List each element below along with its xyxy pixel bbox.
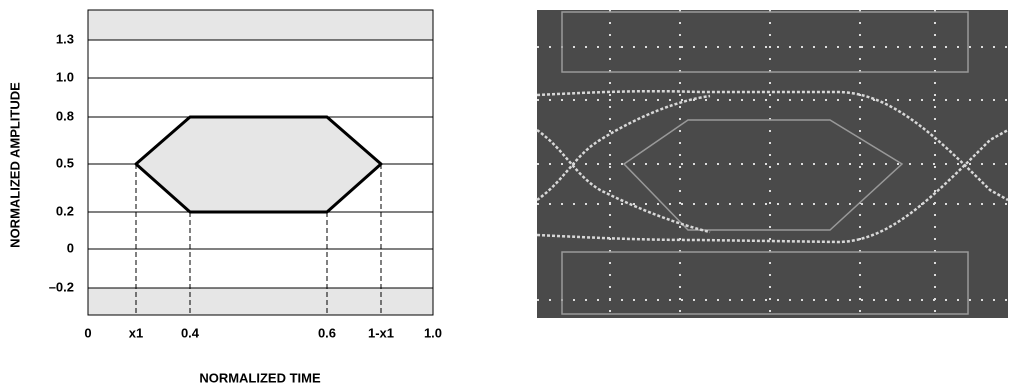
x-label: 0	[84, 325, 91, 340]
y-label: 1.0	[56, 69, 74, 84]
mask-diagram: 1.3 1.0 0.8 0.5 0.2 0 –0.2 0 x1 0.4 0.6 …	[7, 10, 442, 385]
x-label: 1.0	[424, 325, 442, 340]
x-label: x1	[129, 325, 143, 340]
y-label: 0.2	[56, 203, 74, 218]
y-label: –0.2	[49, 279, 74, 294]
x-axis-title: NORMALIZED TIME	[199, 370, 321, 385]
x-label: 0.6	[318, 325, 336, 340]
scope-capture	[537, 10, 1008, 318]
y-label: 0	[67, 240, 74, 255]
figure: 1.3 1.0 0.8 0.5 0.2 0 –0.2 0 x1 0.4 0.6 …	[0, 0, 1010, 387]
x-label: 1-x1	[368, 325, 394, 340]
top-band	[88, 10, 433, 40]
y-label: 0.8	[56, 108, 74, 123]
eye-mask	[136, 117, 381, 212]
y-axis-title: NORMALIZED AMPLITUDE	[7, 82, 22, 248]
y-label: 1.3	[56, 31, 74, 46]
y-label: 0.5	[56, 155, 74, 170]
x-label: 0.4	[181, 325, 200, 340]
scope-screen	[537, 10, 1008, 318]
page: 1.3 1.0 0.8 0.5 0.2 0 –0.2 0 x1 0.4 0.6 …	[0, 0, 1010, 387]
